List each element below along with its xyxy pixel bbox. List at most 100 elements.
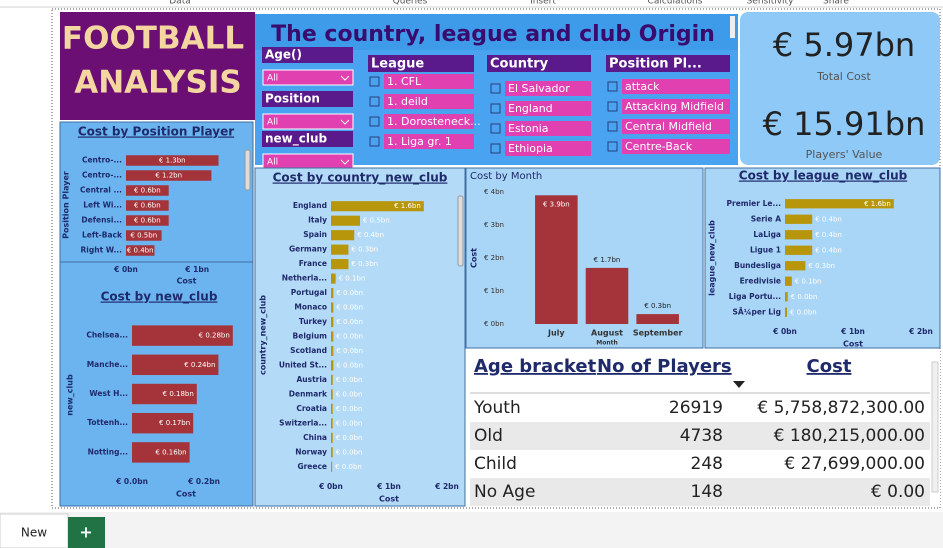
y-axis-title: Cost [470,248,479,268]
y-tick-label: France [299,259,327,268]
slicer-item-label: 1. Liga gr. 1 [387,135,452,148]
data-label: € 0.5bn [363,217,390,225]
bar [126,185,169,196]
slicer-item [384,94,474,109]
y-tick-label: € 1bn [484,287,504,295]
scrollbar [457,195,464,267]
x-tick-label: € 0.2bn [187,477,220,486]
y-tick-label: Belgium [293,332,328,341]
slicer-item [384,114,474,129]
add-page-label[interactable]: + [79,523,92,542]
y-tick-label: € 0bn [484,320,504,328]
scrollbar [931,361,939,493]
data-label: € 0.3bn [644,302,671,310]
bar [126,200,169,211]
bar [132,412,194,434]
bar [785,199,894,209]
data-label: € 0.1bn [339,275,366,283]
data-label: € 0.1bn [795,277,822,285]
data-label: € 0.4bn [815,231,842,239]
x-tick-label: € 2bn [908,327,933,336]
data-label: € 0.0bn [336,347,363,355]
slicer-header [606,55,730,72]
data-label: € 1.7bn [594,256,621,264]
data-label: € 0.4bn [127,247,154,255]
bar [132,383,197,405]
y-tick-label: Austria [296,375,327,384]
table-cell: 148 [691,482,723,502]
slicer-header [368,55,474,72]
y-tick-label: SÃ¼per Lig [733,307,781,316]
data-label: € 1.6bn [864,200,891,208]
slicer-item-label: Attacking Midfield [625,100,724,113]
slicer-item-label: Centre-Back [625,140,693,153]
y-tick-label: Eredivisie [740,276,781,285]
bar [785,230,813,240]
dropdown-value: All [267,118,278,128]
data-label: € 0.17bn [159,419,190,427]
bar [331,461,333,472]
y-tick-label: Monaco [294,303,327,312]
title-line: ANALYSIS [74,65,242,101]
banner [255,14,738,50]
checkbox [369,96,380,107]
bar [331,447,333,458]
bar [331,273,336,284]
slicer-item [622,79,730,94]
ribbon-label: Sensitivity [747,0,795,7]
y-axis-title: new_club [66,374,75,416]
x-tick-label: September [633,329,683,338]
data-label: € 0.0bn [336,405,363,413]
add-page-button[interactable] [68,517,105,548]
title-box [60,12,255,120]
slicer-item-label: Central Midfield [625,120,712,133]
y-tick-label: Right W... [81,246,123,255]
y-tick-label: Defensi... [81,216,122,225]
bar [785,245,813,255]
title-line: FOOTBALL [62,21,244,57]
y-tick-label: Notting... [88,447,129,456]
slicer-item-label: 1. Dorosteneck... [387,115,481,128]
slicer-title: Country [490,57,549,72]
x-tick-label: € 1bn [840,327,865,336]
data-label: € 0.24bn [184,361,215,369]
data-label: € 0.18bn [163,390,194,398]
sort-arrow [733,381,745,388]
bar [331,374,333,385]
banner-title: The country, league and club Origin [271,22,715,47]
checkbox [369,136,380,147]
ribbon-label: Data [169,0,191,7]
bar [585,267,629,324]
bar [126,215,169,226]
y-tick-label: West H... [89,389,128,398]
data-label: € 1.2bn [155,172,182,180]
slicer-title: League [371,57,424,72]
dropdown [262,69,354,86]
data-label: € 0.0bn [336,434,363,442]
tab-bar [0,512,943,548]
bar [132,442,190,463]
y-tick-label: Liga Portu... [729,292,781,301]
y-tick-label: Premier Le... [727,199,782,208]
table-header: Age bracket [474,356,597,377]
y-tick-label: Portugal [291,288,327,297]
bar [331,302,334,313]
x-tick-label: August [591,329,623,338]
table-row-bg [470,422,930,450]
card-panel [740,12,940,165]
table-cell: € 5,758,872,300.00 [757,398,925,418]
card-value: € 5.97bn [773,26,915,64]
slicer-header [487,55,591,72]
checkbox [369,116,380,127]
checkbox [607,81,618,92]
tab-label[interactable]: New [21,526,47,540]
data-label: € 0.0bn [335,463,362,471]
bar [331,201,424,212]
bar [785,261,806,271]
chart-title: Cost by Position Player [78,125,234,139]
data-label: € 3.9bn [543,200,570,208]
bar [331,360,334,371]
bar [126,230,162,241]
bar [785,307,788,317]
y-tick-label: Croatia [296,404,327,413]
